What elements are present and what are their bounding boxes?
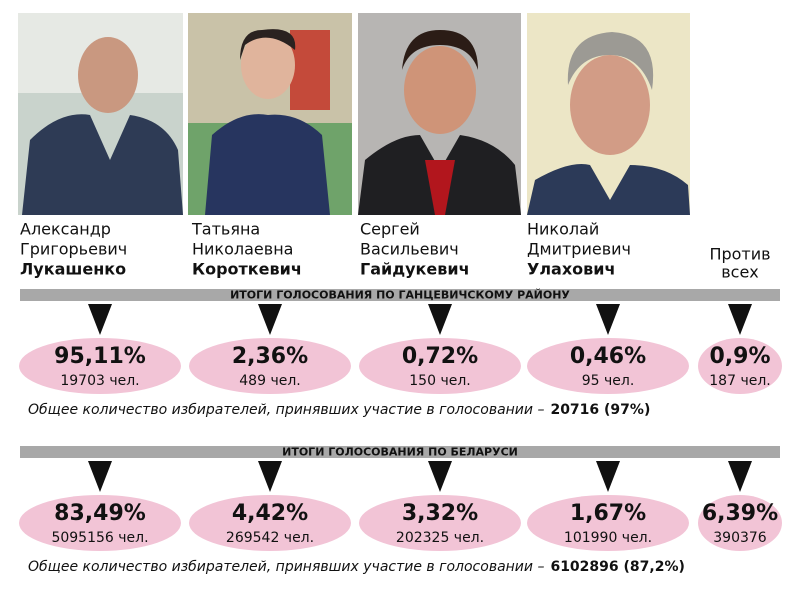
first-name: Татьяна [191, 220, 260, 239]
total-value: 6102896 (87,2%) [550, 559, 684, 575]
against-label: Против [709, 245, 770, 264]
percent: 2,36% [232, 344, 308, 369]
last-name: Гайдукевич [360, 260, 470, 279]
voter-count: 101990 чел. [564, 530, 652, 546]
result-bubble [19, 338, 181, 394]
voter-count: 95 чел. [582, 373, 635, 389]
total-line: Общее количество избирателей, принявших … [28, 559, 685, 575]
percent: 0,9% [709, 344, 770, 369]
voter-count: 489 чел. [239, 373, 300, 389]
against-label: всех [721, 263, 759, 282]
arrow [728, 304, 752, 335]
arrow [258, 461, 282, 492]
result-bubble [698, 495, 782, 551]
result-bubble [527, 338, 689, 394]
patronymic: Николаевна [192, 240, 293, 259]
voter-count: 5095156 чел. [51, 530, 148, 546]
result-bubble [19, 495, 181, 551]
percent: 6,39% [702, 501, 778, 526]
voter-count: 187 чел. [709, 373, 770, 389]
arrow [428, 461, 452, 492]
patronymic: Григорьевич [20, 240, 127, 259]
photo [527, 13, 690, 215]
arrow [728, 461, 752, 492]
arrow [596, 304, 620, 335]
voter-count: 269542 чел. [226, 530, 314, 546]
voter-count: 150 чел. [409, 373, 470, 389]
total-line: Общее количество избирателей, принявших … [28, 402, 650, 418]
voter-count: 390376 [713, 530, 767, 546]
percent: 0,72% [402, 344, 478, 369]
arrow [88, 304, 112, 335]
last-name: Улахович [527, 260, 615, 279]
result-bubble [359, 495, 521, 551]
result-bubble [189, 338, 351, 394]
result-bubble [359, 338, 521, 394]
result-bubble [527, 495, 689, 551]
last-name: Короткевич [192, 260, 302, 279]
section-bar [20, 446, 780, 458]
photo [18, 13, 183, 215]
arrow [596, 461, 620, 492]
percent: 4,42% [232, 501, 308, 526]
arrow [428, 304, 452, 335]
photo [358, 13, 521, 215]
section-bar [20, 289, 780, 301]
voter-count: 19703 чел. [60, 373, 139, 389]
percent: 1,67% [570, 501, 646, 526]
result-bubble [189, 495, 351, 551]
voter-count: 202325 чел. [396, 530, 484, 546]
result-bubble [698, 338, 782, 394]
section-title: ИТОГИ ГОЛОСОВАНИЯ ПО БЕЛАРУСИ [282, 446, 518, 459]
total-value: 20716 (97%) [550, 402, 650, 418]
percent: 83,49% [54, 501, 146, 526]
arrow [88, 461, 112, 492]
first-name: Николай [527, 220, 599, 239]
first-name: Александр [20, 220, 111, 239]
patronymic: Васильевич [360, 240, 459, 259]
total-label: Общее количество избирателей, принявших … [28, 559, 544, 575]
percent: 0,46% [570, 344, 646, 369]
section-title: ИТОГИ ГОЛОСОВАНИЯ ПО ГАНЦЕВИЧСКОМУ РАЙОН… [230, 289, 570, 302]
total-label: Общее количество избирателей, принявших … [28, 402, 544, 418]
percent: 3,32% [402, 501, 478, 526]
percent: 95,11% [54, 344, 146, 369]
patronymic: Дмитриевич [527, 240, 631, 259]
arrow [258, 304, 282, 335]
last-name: Лукашенко [20, 260, 126, 279]
photo [188, 13, 352, 215]
first-name: Сергей [360, 220, 420, 239]
